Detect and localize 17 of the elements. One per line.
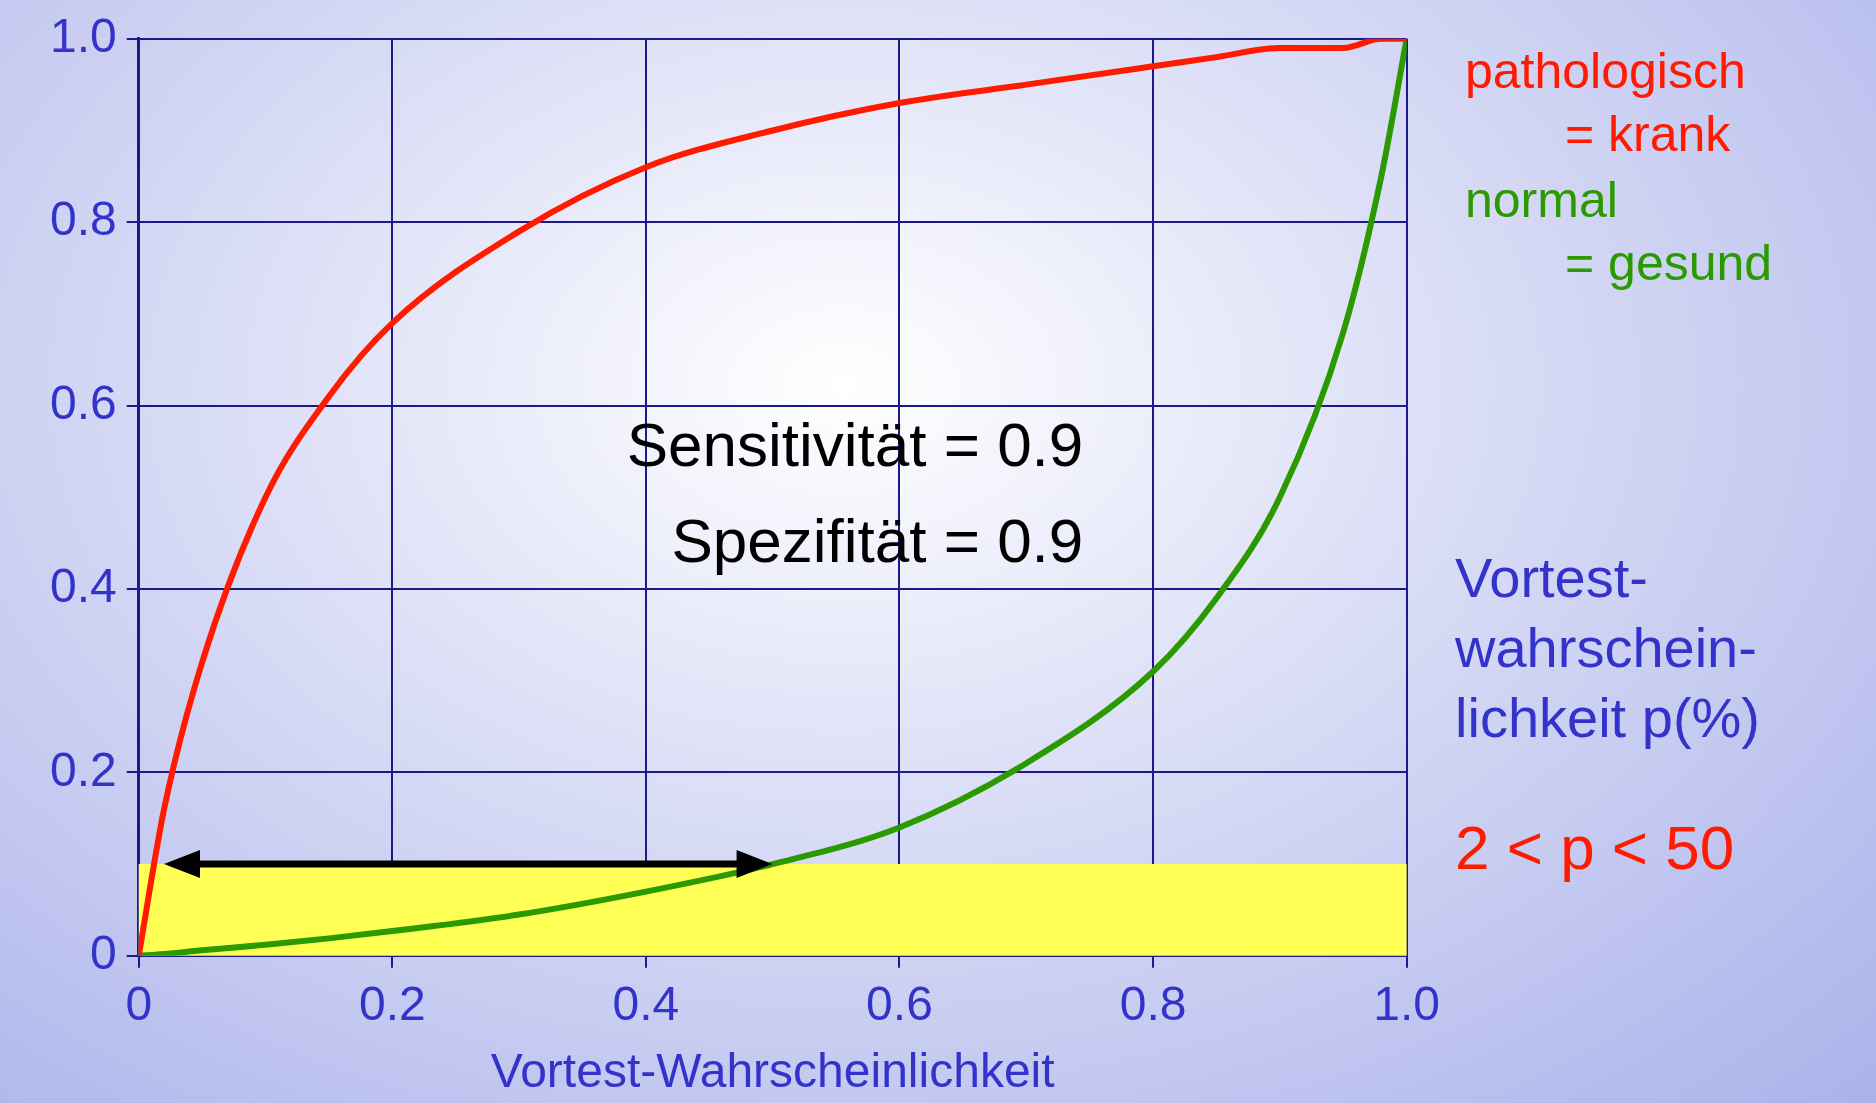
x-axis-title: Vortest-Wahrscheinlichkeit (490, 1044, 1055, 1098)
x-tick-label: 0.2 (358, 976, 426, 1030)
series-label: normal = gesund (1465, 172, 1773, 293)
y-tick-label: 0 (90, 926, 117, 980)
y-tick-label: 0.6 (49, 375, 117, 429)
y-tick-label: 0.2 (49, 742, 117, 796)
text: Vortest-wahrschein-lichkeit p(%) (1455, 545, 1761, 752)
text: 2 < p < 50 (1455, 812, 1735, 885)
y-tick-label: 0.4 (49, 559, 117, 613)
x-tick-label: 0 (125, 976, 153, 1030)
series-label: pathologisch = krank (1465, 43, 1747, 164)
y-tick-label: 1.0 (49, 9, 117, 63)
x-tick-label: 0.8 (1119, 976, 1187, 1030)
x-tick-label: 1.0 (1373, 976, 1440, 1030)
x-tick-label: 0.4 (612, 976, 680, 1030)
x-tick-label: 0.6 (866, 976, 933, 1030)
y-tick-label: 0.8 (49, 192, 117, 246)
